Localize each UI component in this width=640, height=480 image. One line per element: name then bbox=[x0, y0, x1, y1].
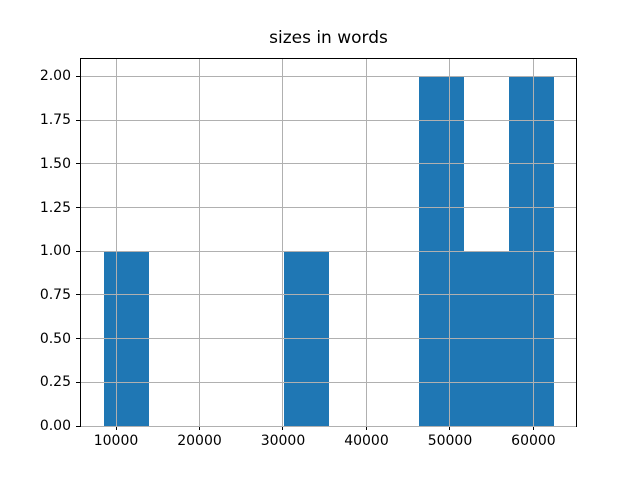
gridline-horizontal bbox=[81, 207, 576, 209]
y-tick-label: 1.75 bbox=[39, 112, 71, 129]
y-tick-label: 1.00 bbox=[39, 243, 71, 260]
y-tick-mark bbox=[76, 75, 80, 77]
x-tick-label: 20000 bbox=[177, 433, 222, 449]
gridline-horizontal bbox=[81, 425, 576, 427]
grid-layer bbox=[81, 59, 576, 427]
x-tick-label: 30000 bbox=[260, 433, 306, 449]
y-tick-mark bbox=[76, 381, 80, 383]
y-tick-mark bbox=[76, 163, 80, 165]
x-tick-mark bbox=[199, 426, 200, 430]
x-tick-mark bbox=[282, 426, 284, 430]
y-tick-label: 0.25 bbox=[39, 374, 71, 391]
x-tick-mark bbox=[449, 426, 451, 430]
x-tick-label: 50000 bbox=[427, 433, 473, 449]
x-tick-label: 10000 bbox=[93, 433, 139, 449]
x-tick-label: 40000 bbox=[344, 433, 389, 449]
plot-area bbox=[80, 58, 577, 427]
gridline-horizontal bbox=[81, 163, 576, 165]
gridline-horizontal bbox=[81, 294, 576, 296]
x-tick-mark bbox=[365, 426, 367, 430]
gridline-vertical bbox=[532, 59, 534, 426]
y-tick-mark bbox=[76, 294, 80, 296]
gridline-horizontal bbox=[81, 119, 576, 121]
y-tick-mark bbox=[76, 119, 80, 121]
x-tick-label: 60000 bbox=[511, 433, 556, 449]
x-tick-mark bbox=[532, 426, 534, 430]
y-tick-mark bbox=[76, 207, 80, 209]
y-tick-label: 1.25 bbox=[39, 199, 71, 216]
y-tick-mark bbox=[76, 250, 80, 252]
y-tick-label: 2.00 bbox=[39, 68, 71, 85]
gridline-vertical bbox=[115, 59, 117, 426]
gridline-horizontal bbox=[81, 338, 576, 340]
y-tick-label: 0.75 bbox=[39, 286, 71, 303]
y-tick-mark bbox=[76, 425, 80, 427]
y-tick-mark bbox=[76, 338, 80, 340]
y-tick-label: 0.50 bbox=[39, 330, 71, 347]
gridline-horizontal bbox=[81, 381, 576, 383]
y-tick-label: 0.00 bbox=[39, 418, 71, 434]
gridline-horizontal bbox=[81, 250, 576, 252]
gridline-horizontal bbox=[81, 75, 576, 77]
gridline-vertical bbox=[199, 59, 200, 426]
gridline-vertical bbox=[365, 59, 367, 426]
gridline-vertical bbox=[282, 59, 284, 426]
y-tick-label: 1.50 bbox=[39, 155, 71, 172]
chart-title: sizes in words bbox=[269, 28, 388, 48]
x-tick-mark bbox=[115, 426, 117, 430]
gridline-vertical bbox=[449, 59, 451, 426]
